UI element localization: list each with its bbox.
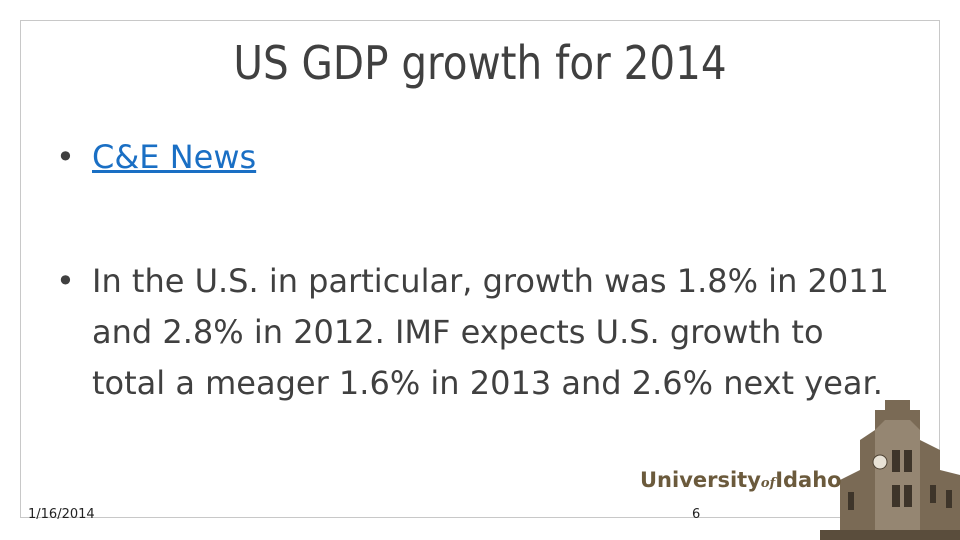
bullet: C&E News — [56, 132, 906, 183]
bullet: In the U.S. in particular, growth was 1.… — [56, 256, 906, 409]
logo-text: of — [760, 476, 776, 491]
logo-text: University — [640, 468, 761, 492]
page-number: 6 — [692, 507, 701, 522]
building-image — [820, 400, 960, 540]
bullet-text: In the U.S. in particular, growth was 1.… — [92, 262, 889, 402]
university-logo: UniversityofIdaho — [640, 468, 842, 492]
footer-date: 1/16/2014 — [28, 507, 95, 522]
bullet-link[interactable]: C&E News — [92, 138, 257, 176]
slide-title: US GDP growth for 2014 — [233, 36, 727, 90]
slide-frame — [20, 20, 940, 518]
logo-text: Idaho — [775, 468, 842, 492]
